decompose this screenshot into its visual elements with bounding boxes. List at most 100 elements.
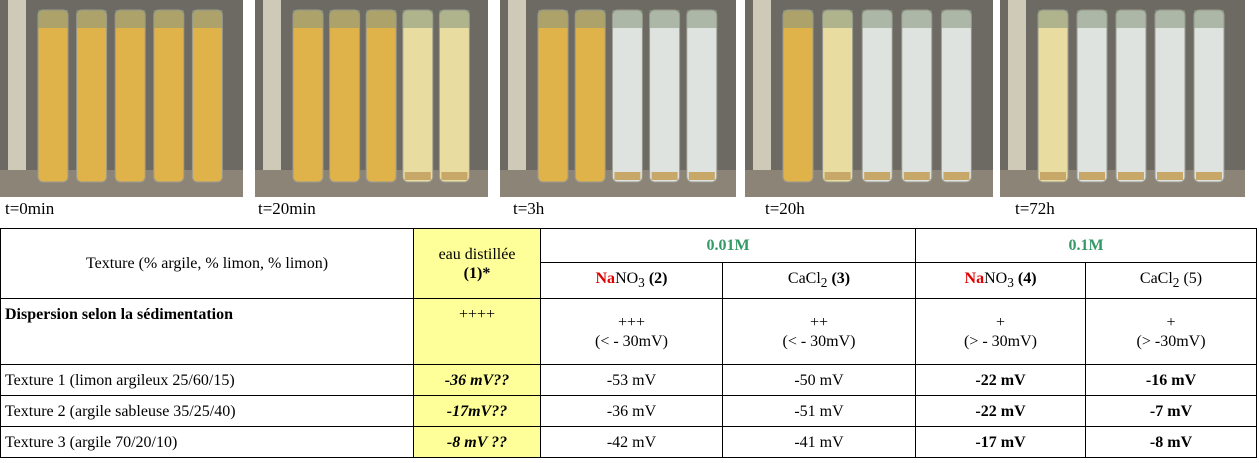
sediment	[903, 172, 930, 180]
text: 3	[1007, 275, 1014, 291]
cell: -36 mV	[540, 395, 723, 427]
table-row: Texture 3 (argile 70/20/10) -8 mV ?? -42 m…	[0, 426, 1258, 458]
tube-cap	[649, 10, 680, 28]
sediment	[441, 172, 468, 180]
cell: -16 mV	[1085, 364, 1258, 396]
cell: -7 mV	[1085, 395, 1258, 427]
cell: ++ (< - 30mV)	[721, 298, 917, 365]
tube-cap	[402, 10, 433, 28]
sediment	[688, 172, 715, 180]
tube	[1115, 9, 1147, 183]
cell: -17 mV	[915, 426, 1087, 458]
salt-header: CaCl2 (3)	[721, 262, 917, 299]
tube-cap	[153, 10, 184, 28]
sediment	[1196, 172, 1222, 180]
tube-cap	[862, 10, 893, 28]
text: +	[1166, 313, 1176, 331]
cell: -8 mV	[1085, 426, 1258, 458]
tube-cap	[192, 10, 223, 28]
tube	[1154, 9, 1186, 183]
tube-cap	[1077, 10, 1107, 28]
row-label: Texture 2 (argile sableuse 35/25/40)	[0, 395, 414, 427]
cell: -36 mV??	[413, 364, 541, 396]
tube	[611, 9, 643, 183]
group-header: 0.1M	[915, 228, 1258, 263]
tube	[1037, 9, 1069, 183]
table-row: Texture 2 (argile sableuse 35/25/40) -17m…	[0, 395, 1258, 427]
header-cell: eau distillée (1)*	[413, 228, 541, 299]
tube	[649, 9, 681, 183]
tube	[537, 9, 569, 183]
tube-cap	[686, 10, 717, 28]
tube-cap	[783, 10, 813, 28]
tube	[861, 9, 893, 183]
text: (5)	[1183, 269, 1203, 287]
text: (> - 30mV)	[964, 332, 1038, 350]
cell: -41 mV	[721, 426, 917, 458]
tube-cap	[538, 10, 568, 28]
tube	[191, 9, 223, 183]
text: +++	[617, 313, 646, 331]
cell: -53 mV	[540, 364, 723, 396]
caption: t=20min	[258, 199, 316, 218]
caption: t=20h	[765, 199, 805, 218]
text: Na	[595, 269, 616, 287]
ruler	[8, 0, 26, 170]
tube-cap	[1155, 10, 1185, 28]
tube	[1076, 9, 1108, 183]
cell: -50 mV	[721, 364, 917, 396]
caption: t=3h	[513, 199, 545, 218]
tube-cap	[901, 10, 932, 28]
sediment	[864, 172, 891, 180]
sediment	[1157, 172, 1183, 180]
sediment	[1118, 172, 1144, 180]
tube-cap	[612, 10, 643, 28]
text: 3	[638, 275, 645, 291]
tube	[1193, 9, 1225, 183]
tube-cap	[76, 10, 107, 28]
cell: -17mV??	[413, 395, 541, 427]
salt-header: CaCl2 (5)	[1085, 262, 1258, 299]
text: 2	[820, 275, 828, 291]
tube	[940, 9, 972, 183]
cell: -8 mV ??	[413, 426, 541, 458]
tube-cap	[293, 10, 323, 28]
header-cell: Texture (% argile, % limon, % limon)	[0, 228, 414, 299]
row-label: Dispersion selon la sédimentation	[0, 298, 414, 365]
text: CaCl	[787, 269, 821, 287]
sediment	[1040, 172, 1066, 180]
tube	[292, 9, 324, 183]
tube	[574, 9, 606, 183]
salt-header: NaNO3 (2)	[540, 262, 723, 299]
sediment	[614, 172, 641, 180]
photo-strip	[0, 0, 1245, 197]
sediment	[404, 172, 431, 180]
tube-cap	[822, 10, 853, 28]
text: CaCl	[1139, 269, 1173, 287]
tube-cap	[941, 10, 972, 28]
text: NO	[615, 269, 639, 287]
cell: + (> -30mV)	[1085, 298, 1258, 365]
text: ++	[809, 313, 829, 331]
text: (> -30mV)	[1136, 332, 1206, 350]
tube-cap	[38, 10, 68, 28]
text: (< - 30mV)	[594, 332, 668, 350]
tube	[782, 9, 814, 183]
cell: -51 mV	[721, 395, 917, 427]
tube-cap	[1116, 10, 1146, 28]
text: (< - 30mV)	[782, 332, 856, 350]
text: +	[996, 313, 1006, 331]
text: Na	[964, 269, 985, 287]
tube	[76, 9, 108, 183]
sediment	[824, 172, 851, 180]
tube	[438, 9, 470, 183]
tube-cap	[575, 10, 606, 28]
group-header: 0.01M	[539, 228, 917, 263]
tube	[153, 9, 185, 183]
text: (4)	[1017, 269, 1037, 287]
cell: -42 mV	[540, 426, 723, 458]
tube	[37, 9, 69, 183]
cell: +++ (< - 30mV)	[540, 298, 723, 365]
tube	[686, 9, 718, 183]
